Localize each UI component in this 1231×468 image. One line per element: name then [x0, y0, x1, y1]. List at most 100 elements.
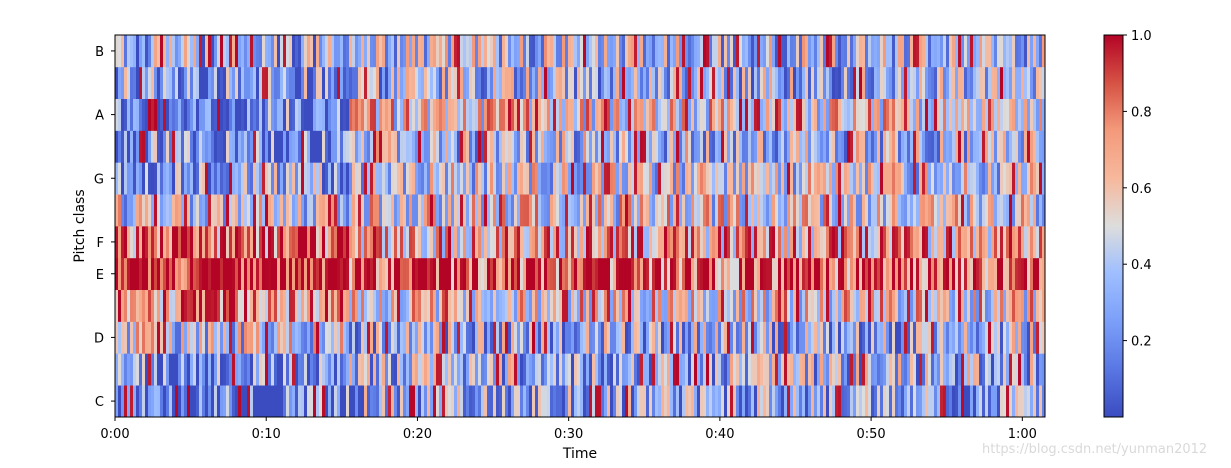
heatmap-cell [808, 98, 812, 131]
heatmap-cell [811, 98, 815, 131]
heatmap-cell [478, 321, 482, 354]
heatmap-cell [571, 162, 575, 195]
heatmap-cell [394, 66, 398, 100]
heatmap-cell [544, 66, 548, 100]
heatmap-cell [145, 98, 149, 131]
heatmap-cell [691, 385, 695, 418]
heatmap-cell [160, 226, 164, 259]
heatmap-cell [586, 35, 590, 68]
heatmap-cell [310, 289, 314, 322]
heatmap-cell [637, 257, 641, 291]
heatmap-cell [622, 98, 626, 131]
heatmap-cell [1003, 130, 1007, 163]
heatmap-cell [244, 35, 248, 68]
heatmap-cell [511, 35, 515, 68]
heatmap-cell [880, 194, 884, 227]
heatmap-cell [892, 353, 896, 386]
heatmap-cell [1003, 226, 1007, 259]
heatmap-cell [949, 130, 953, 163]
heatmap-cell [982, 162, 986, 195]
heatmap-cell [310, 226, 314, 259]
heatmap-cell [445, 194, 449, 227]
heatmap-cell [787, 130, 791, 163]
heatmap-cell [964, 35, 968, 68]
heatmap-cell [127, 257, 131, 291]
heatmap-cell [727, 353, 731, 386]
heatmap-cell [496, 385, 500, 418]
heatmap-cell [826, 289, 830, 322]
heatmap-cell [913, 226, 917, 259]
heatmap-cell [823, 66, 827, 100]
heatmap-cell [733, 321, 737, 354]
heatmap-cell [946, 130, 950, 163]
heatmap-cell [676, 194, 680, 227]
heatmap-cell [655, 226, 659, 259]
heatmap-cell [379, 353, 383, 386]
heatmap-cell [418, 162, 422, 195]
heatmap-cell [655, 130, 659, 163]
heatmap-cell [163, 353, 167, 386]
heatmap-cell [394, 353, 398, 386]
heatmap-cell [679, 162, 683, 195]
heatmap-cell [184, 162, 188, 195]
heatmap-cell [859, 35, 863, 68]
heatmap-cell [124, 162, 128, 195]
heatmap-cell [280, 98, 284, 131]
heatmap-cell [706, 353, 710, 386]
heatmap-cell [292, 194, 296, 227]
heatmap-cell [979, 321, 983, 354]
heatmap-cell [1033, 66, 1037, 100]
heatmap-cell [148, 35, 152, 68]
heatmap-cell [412, 257, 416, 291]
heatmap-cell [478, 130, 482, 163]
heatmap-cell [997, 130, 1001, 163]
heatmap-cell [883, 66, 887, 100]
heatmap-cell [565, 226, 569, 259]
heatmap-cell [991, 289, 995, 322]
heatmap-cell [937, 130, 941, 163]
heatmap-cell [979, 257, 983, 291]
heatmap-cell [463, 257, 467, 291]
heatmap-cell [946, 321, 950, 354]
heatmap-cell [574, 162, 578, 195]
heatmap-cell [550, 289, 554, 322]
heatmap-cell [451, 321, 455, 354]
heatmap-cell [928, 194, 932, 227]
heatmap-cell [409, 194, 413, 227]
heatmap-cell [247, 194, 251, 227]
heatmap-cell [121, 385, 125, 418]
heatmap-cell [124, 130, 128, 163]
heatmap-cell [373, 35, 377, 68]
heatmap-cell [781, 98, 785, 131]
heatmap-cell [643, 35, 647, 68]
heatmap-cell [886, 194, 890, 227]
heatmap-cell [784, 257, 788, 291]
heatmap-cell [367, 289, 371, 322]
heatmap-cell [718, 194, 722, 227]
heatmap-cell [817, 66, 821, 100]
heatmap-cell [454, 385, 458, 418]
heatmap-cell [196, 194, 200, 227]
heatmap-cell [274, 226, 278, 259]
heatmap-cell [754, 226, 758, 259]
heatmap-cell [820, 321, 824, 354]
heatmap-cell [253, 66, 257, 100]
heatmap-cell [574, 257, 578, 291]
heatmap-cell [478, 385, 482, 418]
heatmap-cell [1030, 162, 1034, 195]
heatmap-cell [625, 289, 629, 322]
heatmap-cell [211, 257, 215, 291]
heatmap-cell [754, 130, 758, 163]
heatmap-cell [226, 98, 230, 131]
y-tick-label: B [95, 45, 104, 60]
heatmap-cell [364, 289, 368, 322]
heatmap-cell [1024, 385, 1028, 418]
heatmap-cell [727, 194, 731, 227]
heatmap-cell [796, 35, 800, 68]
heatmap-cell [505, 226, 509, 259]
heatmap-cell [472, 226, 476, 259]
heatmap-cell [850, 321, 854, 354]
heatmap-cell [1006, 162, 1010, 195]
heatmap-cell [511, 130, 515, 163]
heatmap-cell [529, 98, 533, 131]
